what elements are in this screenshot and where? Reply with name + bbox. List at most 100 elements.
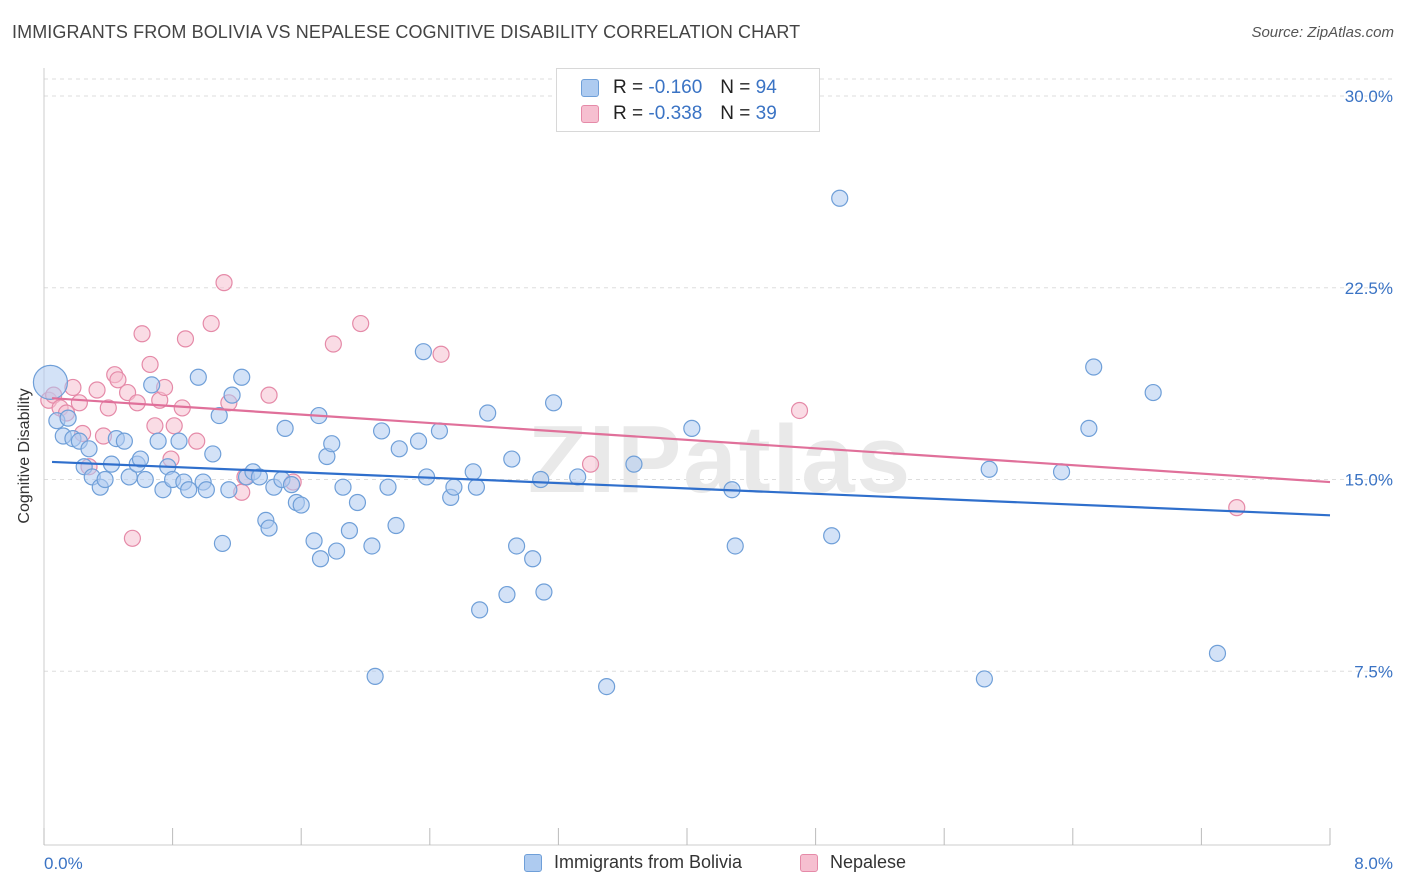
bolivia-point bbox=[598, 677, 616, 696]
bolivia-point bbox=[305, 532, 323, 550]
bolivia-point bbox=[544, 394, 563, 412]
nepalese-point bbox=[352, 314, 370, 333]
nepalese-point bbox=[123, 529, 142, 547]
bolivia-swatch bbox=[524, 853, 542, 872]
bolivia-point bbox=[115, 432, 133, 450]
nepalese-point bbox=[790, 401, 809, 420]
source-label: Source: ZipAtlas.com bbox=[1251, 24, 1394, 41]
bolivia-point bbox=[213, 534, 232, 553]
bolivia-point bbox=[292, 496, 310, 514]
nepalese-point bbox=[99, 399, 117, 417]
bolivia-point bbox=[143, 376, 161, 394]
y-tick-label: 22.5% bbox=[1345, 279, 1393, 298]
bolivia-point bbox=[136, 470, 154, 489]
legend-item-nepalese[interactable]: Nepalese bbox=[800, 852, 906, 873]
nepalese-point bbox=[432, 345, 450, 363]
bolivia-points bbox=[32, 189, 1227, 696]
nepalese-point bbox=[109, 371, 127, 389]
bolivia-point bbox=[363, 537, 381, 555]
bolivia-point bbox=[430, 422, 449, 440]
bolivia-point bbox=[189, 368, 207, 386]
bolivia-point bbox=[683, 419, 701, 437]
bolivia-point bbox=[831, 189, 849, 207]
nepalese-point bbox=[176, 330, 195, 348]
bolivia-point bbox=[471, 601, 489, 619]
nepalese-swatch bbox=[581, 105, 599, 123]
y-tick-label: 7.5% bbox=[1354, 662, 1393, 681]
bolivia-point bbox=[32, 364, 69, 400]
bolivia-point bbox=[210, 406, 228, 425]
bolivia-point bbox=[569, 468, 587, 486]
bolivia-point bbox=[311, 550, 330, 568]
nepalese-point bbox=[165, 417, 183, 435]
bolivia-point bbox=[409, 432, 428, 450]
bolivia-point bbox=[220, 481, 238, 499]
tick-labels: 7.5% 15.0% 22.5% 30.0% 0.0% 8.0% bbox=[44, 87, 1393, 873]
bolivia-point bbox=[96, 470, 114, 489]
bolivia-point bbox=[223, 386, 241, 404]
bolivia-point bbox=[323, 435, 341, 453]
bolivia-point bbox=[726, 537, 744, 555]
nepalese-point bbox=[141, 355, 159, 374]
bolivia-point bbox=[204, 445, 222, 463]
bolivia-point bbox=[445, 478, 463, 496]
r-value: -0.160 bbox=[648, 77, 703, 98]
nepalese-point bbox=[260, 386, 278, 404]
bolivia-point bbox=[334, 478, 352, 496]
y-axis-label: Cognitive Disability bbox=[16, 388, 33, 524]
bolivia-point bbox=[149, 432, 167, 450]
trend-lines bbox=[51, 397, 1331, 517]
nepalese-point bbox=[202, 314, 220, 333]
bolivia-point bbox=[366, 667, 384, 685]
r-label: R = bbox=[613, 77, 644, 98]
bolivia-point bbox=[1144, 383, 1162, 402]
legend-row-nepalese: R = -0.338 N = 39 bbox=[581, 103, 777, 125]
bolivia-point bbox=[379, 478, 397, 496]
bolivia-point bbox=[80, 440, 98, 458]
bolivia-point bbox=[233, 368, 251, 386]
bolivia-point bbox=[1085, 358, 1103, 376]
bolivia-point bbox=[975, 670, 993, 688]
bolivia-point bbox=[625, 455, 643, 473]
bolivia-point bbox=[823, 527, 841, 545]
bolivia-point bbox=[508, 537, 526, 555]
bolivia-point bbox=[535, 583, 553, 601]
n-value: 39 bbox=[755, 103, 777, 124]
y-tick-label: 30.0% bbox=[1345, 87, 1393, 106]
bolivia-point bbox=[348, 493, 367, 512]
bolivia-point bbox=[131, 450, 150, 468]
bolivia-point bbox=[340, 522, 359, 540]
bolivia-point bbox=[524, 550, 542, 568]
nepalese-point bbox=[133, 325, 151, 343]
bolivia-point bbox=[390, 440, 408, 458]
bolivia-point bbox=[464, 463, 482, 481]
nepalese-point bbox=[581, 455, 600, 473]
nepalese-point bbox=[1228, 499, 1246, 517]
x-tick-label: 0.0% bbox=[44, 854, 83, 873]
bolivia-point bbox=[282, 476, 301, 494]
x-tick-label: 8.0% bbox=[1354, 854, 1393, 873]
legend-item-bolivia[interactable]: Immigrants from Bolivia bbox=[524, 852, 742, 873]
bolivia-point bbox=[327, 542, 346, 560]
n-label: N = bbox=[720, 103, 751, 124]
bolivia-point bbox=[503, 450, 521, 468]
correlation-legend: R = -0.160 N = 94 R = -0.338 N = 39 bbox=[556, 68, 820, 132]
bolivia-trend-line bbox=[51, 460, 1331, 517]
bolivia-point bbox=[170, 432, 188, 450]
series-legend: Immigrants from Bolivia Nepalese bbox=[0, 852, 1406, 876]
legend-label-bolivia: Immigrants from Bolivia bbox=[554, 852, 743, 872]
legend-label-nepalese: Nepalese bbox=[830, 852, 907, 872]
r-label: R = bbox=[613, 103, 644, 124]
r-value: -0.338 bbox=[648, 103, 703, 124]
nepalese-point bbox=[324, 335, 342, 353]
bolivia-point bbox=[260, 519, 278, 537]
bolivia-point bbox=[414, 343, 432, 361]
bolivia-point bbox=[479, 404, 497, 422]
bolivia-point bbox=[197, 481, 215, 499]
nepalese-point bbox=[146, 417, 164, 435]
bolivia-point bbox=[387, 516, 405, 535]
axes bbox=[43, 68, 1331, 846]
bolivia-point bbox=[980, 460, 998, 478]
nepalese-swatch bbox=[800, 853, 818, 872]
